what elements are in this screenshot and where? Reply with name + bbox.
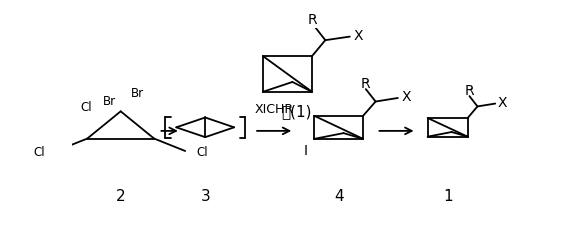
Text: Cl: Cl: [196, 146, 208, 159]
Text: 式(1): 式(1): [281, 104, 312, 119]
Text: X: X: [401, 90, 410, 104]
Text: Br: Br: [103, 95, 116, 108]
Text: I: I: [303, 144, 307, 158]
Text: R: R: [360, 77, 370, 91]
Text: 4: 4: [334, 189, 343, 204]
Text: XICHR: XICHR: [255, 103, 294, 116]
Text: Cl: Cl: [33, 146, 45, 159]
Text: 3: 3: [200, 189, 210, 204]
Text: Cl: Cl: [80, 101, 92, 114]
Text: R: R: [307, 13, 317, 27]
Text: Br: Br: [130, 87, 144, 100]
Text: R: R: [464, 84, 474, 98]
Text: 1: 1: [443, 189, 452, 204]
Text: 2: 2: [116, 189, 126, 204]
Text: X: X: [354, 29, 363, 43]
Text: X: X: [498, 96, 507, 110]
